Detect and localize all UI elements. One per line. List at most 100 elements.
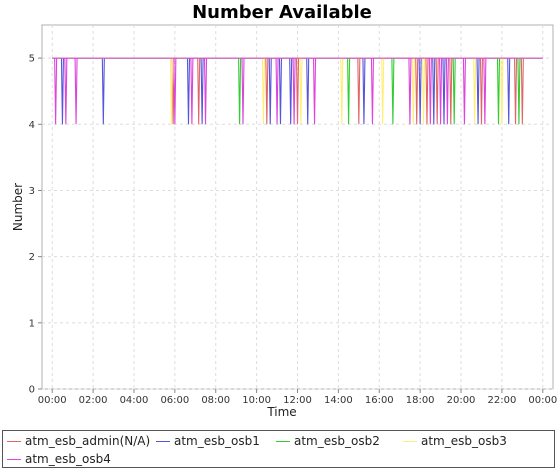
x-tick-label: 16:00	[365, 395, 394, 406]
x-tick-label: 12:00	[283, 395, 312, 406]
y-axis-label: Number	[11, 183, 25, 231]
series-dip	[64, 58, 68, 125]
series-dip	[449, 58, 453, 125]
series-dip	[370, 58, 374, 125]
series-dip	[362, 58, 366, 125]
series-dip	[445, 58, 449, 125]
y-tick-label: 0	[29, 385, 35, 396]
series-dip	[186, 58, 191, 125]
legend-swatch	[403, 440, 417, 442]
legend-swatch	[7, 458, 21, 460]
legend-label: atm_esb_osb3	[421, 434, 507, 448]
series-dip	[261, 58, 265, 125]
series-dip	[500, 58, 504, 125]
series-dip	[306, 58, 310, 125]
series-dip	[200, 58, 204, 125]
series-dip	[312, 58, 317, 125]
series-dip	[173, 58, 177, 125]
y-tick-label: 3	[29, 186, 35, 197]
series-dip	[278, 58, 283, 125]
legend-label: atm_esb_osb2	[294, 434, 380, 448]
y-ticks: 0 1 2 3 4 5	[29, 54, 42, 396]
series-dip	[391, 58, 395, 125]
series-dip	[425, 58, 429, 125]
x-tick-label: 18:00	[406, 395, 435, 406]
x-axis-label: Time	[266, 405, 296, 419]
series-dip	[381, 58, 385, 125]
series-dip	[432, 58, 436, 125]
x-tick-label: 20:00	[447, 395, 476, 406]
series-dip	[507, 58, 511, 125]
series-dip	[517, 58, 521, 125]
series-dip	[479, 58, 484, 125]
series-dip	[415, 58, 419, 125]
series-dip	[476, 58, 480, 125]
legend-swatch	[276, 440, 290, 442]
series-dip	[268, 58, 272, 125]
legend-item: atm_esb_admin(N/A)	[7, 434, 150, 448]
x-tick-label: 00:00	[528, 395, 557, 406]
series-dip	[462, 58, 466, 125]
series-dip	[421, 58, 426, 125]
series-dip	[292, 58, 296, 125]
legend-label: atm_esb_osb1	[174, 434, 260, 448]
series-dip	[190, 58, 194, 125]
y-tick-label: 1	[29, 318, 35, 329]
series-dip	[357, 58, 361, 125]
series-dip	[435, 58, 439, 125]
legend-label: atm_esb_admin(N/A)	[25, 434, 151, 448]
series	[52, 57, 543, 125]
legend-label: atm_esb_osb4	[25, 452, 111, 466]
series-dip	[452, 58, 456, 125]
series-dip	[483, 58, 487, 125]
x-tick-label: 06:00	[160, 395, 189, 406]
grid	[42, 25, 553, 390]
series-dip	[295, 58, 300, 125]
series-dip	[520, 58, 524, 125]
chart-canvas: Number Available 0 1 2 3 4 5 00:00 02:00 04:00 0…	[11, 2, 557, 419]
series-dip	[299, 58, 303, 125]
series-dip	[203, 58, 208, 125]
series-dip	[197, 58, 201, 125]
x-ticks: 00:00 02:00 04:00 06:00 08:00 10:00 12:00 14:00…	[38, 389, 557, 406]
series-dip	[496, 58, 501, 125]
series-dip	[428, 58, 432, 125]
series-dip	[241, 58, 245, 125]
x-tick-label: 00:00	[38, 395, 67, 406]
y-tick-label: 2	[29, 252, 35, 263]
legend-swatch	[7, 440, 21, 442]
chart-title: Number Available	[192, 2, 372, 23]
series-dip	[340, 58, 344, 125]
series-dip	[289, 58, 293, 125]
series-dip	[275, 58, 279, 125]
series-dip	[442, 58, 446, 125]
x-tick-label: 22:00	[487, 395, 516, 406]
legend-item: atm_esb_osb3	[403, 434, 507, 448]
series-dip	[418, 58, 422, 125]
series-dip	[74, 58, 78, 125]
series-dip	[473, 58, 477, 125]
legend-swatch	[156, 440, 170, 442]
legend-item: atm_esb_osb4	[7, 452, 111, 466]
series-atm-esb-osb4	[52, 57, 543, 125]
y-tick-label: 5	[29, 54, 35, 65]
series-dip	[238, 58, 242, 125]
x-tick-label: 10:00	[242, 395, 271, 406]
legend-item: atm_esb_osb2	[276, 434, 380, 448]
series-dip	[60, 58, 64, 125]
series-dip	[265, 58, 269, 125]
y-tick-label: 4	[29, 120, 35, 131]
x-tick-label: 08:00	[201, 395, 230, 406]
series-dip	[411, 58, 415, 125]
series-dip	[54, 58, 58, 125]
series-dip	[169, 58, 174, 125]
series-dip	[347, 58, 351, 125]
series-dip	[513, 58, 518, 125]
x-tick-label: 04:00	[120, 395, 149, 406]
series-dip	[408, 58, 412, 125]
x-tick-label: 02:00	[79, 395, 108, 406]
legend: atm_esb_admin(N/A) atm_esb_osb1 atm_esb_os…	[2, 430, 555, 468]
series-dip	[439, 58, 443, 125]
legend-item: atm_esb_osb1	[156, 434, 260, 448]
series-dip	[101, 58, 105, 125]
